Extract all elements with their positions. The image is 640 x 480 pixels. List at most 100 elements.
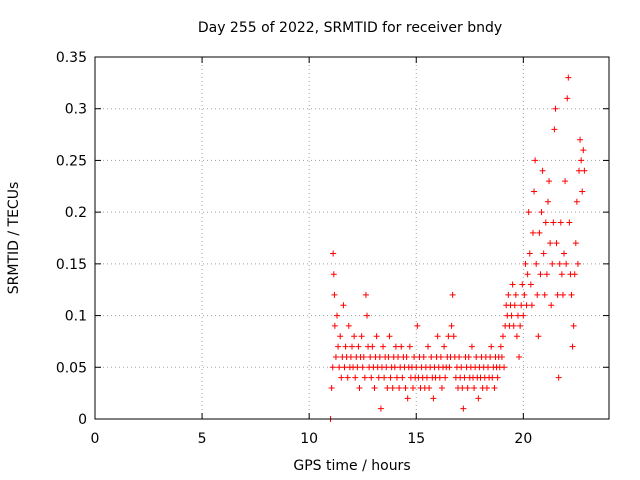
data-point bbox=[532, 157, 539, 164]
data-point bbox=[551, 126, 558, 133]
data-point bbox=[549, 260, 556, 267]
data-point bbox=[361, 374, 368, 381]
data-point bbox=[577, 136, 584, 143]
data-point bbox=[383, 364, 390, 371]
data-point bbox=[442, 374, 449, 381]
data-point bbox=[438, 384, 445, 391]
data-point bbox=[356, 384, 363, 391]
data-point bbox=[539, 167, 546, 174]
data-point bbox=[441, 343, 448, 350]
data-point bbox=[352, 374, 359, 381]
data-point bbox=[523, 302, 530, 309]
data-point bbox=[533, 260, 540, 267]
data-point bbox=[456, 353, 463, 360]
data-point bbox=[534, 291, 541, 298]
data-point bbox=[508, 312, 515, 319]
data-point bbox=[559, 291, 566, 298]
data-point bbox=[391, 364, 398, 371]
data-point bbox=[465, 353, 472, 360]
data-point bbox=[340, 302, 347, 309]
data-point bbox=[358, 333, 365, 340]
data-point bbox=[581, 167, 588, 174]
data-point bbox=[344, 374, 351, 381]
data-point bbox=[406, 343, 413, 350]
data-point bbox=[375, 374, 382, 381]
data-point bbox=[527, 281, 534, 288]
data-point bbox=[531, 188, 538, 195]
data-point bbox=[535, 333, 542, 340]
y-tick-label: 0.2 bbox=[65, 205, 87, 221]
data-point bbox=[399, 374, 406, 381]
data-point bbox=[541, 291, 548, 298]
data-point bbox=[351, 333, 358, 340]
data-point bbox=[387, 374, 394, 381]
x-tick-label: 5 bbox=[198, 431, 207, 447]
y-tick-label: 0.1 bbox=[65, 309, 87, 325]
data-point bbox=[347, 353, 354, 360]
data-point bbox=[395, 353, 402, 360]
y-tick-label: 0 bbox=[78, 412, 87, 428]
data-point bbox=[458, 364, 465, 371]
data-point bbox=[354, 364, 361, 371]
data-point bbox=[332, 353, 339, 360]
data-point bbox=[446, 364, 453, 371]
data-point bbox=[537, 271, 544, 278]
data-point bbox=[579, 188, 586, 195]
data-point bbox=[483, 384, 490, 391]
data-point bbox=[337, 333, 344, 340]
data-point bbox=[411, 353, 418, 360]
data-point bbox=[555, 374, 562, 381]
data-point bbox=[546, 178, 553, 185]
data-point bbox=[355, 343, 362, 350]
data-point bbox=[514, 312, 521, 319]
data-point bbox=[519, 281, 526, 288]
data-point bbox=[558, 271, 565, 278]
data-point bbox=[547, 240, 554, 247]
data-point bbox=[349, 343, 355, 350]
data-point bbox=[445, 333, 452, 340]
grid-lines bbox=[95, 57, 609, 419]
x-axis-label: GPS time / hours bbox=[293, 458, 410, 474]
data-point bbox=[341, 364, 348, 371]
data-point bbox=[557, 219, 564, 226]
data-point bbox=[580, 147, 587, 154]
data-point bbox=[402, 384, 409, 391]
data-point bbox=[501, 364, 508, 371]
data-point bbox=[360, 353, 367, 360]
data-point bbox=[499, 333, 506, 340]
y-axis-label: SRMTID / TECUs bbox=[6, 182, 22, 295]
data-point bbox=[552, 105, 559, 112]
data-point bbox=[550, 219, 557, 226]
data-point bbox=[565, 74, 572, 81]
data-point bbox=[510, 322, 517, 329]
data-point bbox=[403, 353, 410, 360]
data-point bbox=[380, 343, 387, 350]
data-point bbox=[509, 281, 516, 288]
data-point bbox=[570, 322, 577, 329]
data-point bbox=[561, 250, 568, 257]
data-point bbox=[368, 374, 375, 381]
data-point bbox=[362, 291, 369, 298]
data-point bbox=[367, 353, 374, 360]
data-point bbox=[396, 384, 403, 391]
data-point bbox=[430, 395, 437, 402]
data-point bbox=[491, 384, 498, 391]
data-point bbox=[542, 219, 549, 226]
data-point bbox=[450, 333, 457, 340]
data-point bbox=[505, 291, 512, 298]
data-point bbox=[369, 343, 376, 350]
x-tick-label: 20 bbox=[514, 431, 532, 447]
data-point bbox=[489, 374, 496, 381]
data-point bbox=[386, 333, 393, 340]
data-point bbox=[540, 250, 547, 257]
data-point bbox=[460, 405, 467, 412]
data-point bbox=[522, 260, 529, 267]
data-point bbox=[461, 374, 468, 381]
y-tick-label: 0.35 bbox=[56, 50, 87, 66]
data-point bbox=[331, 291, 338, 298]
data-point bbox=[437, 353, 444, 360]
data-point bbox=[329, 364, 336, 371]
data-point bbox=[436, 374, 443, 381]
data-point bbox=[338, 374, 345, 381]
